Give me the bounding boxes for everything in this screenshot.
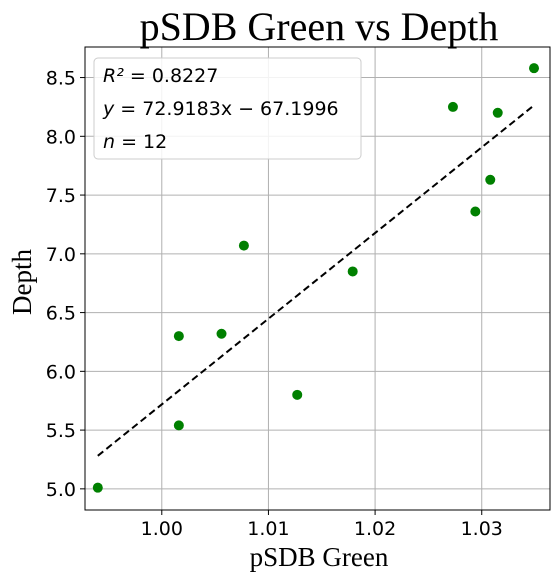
y-tick-label: 7.0	[46, 244, 76, 266]
legend-n-value: = 12	[115, 131, 167, 153]
x-tick-label: 1.02	[354, 518, 396, 540]
y-tick-label: 7.5	[46, 185, 76, 207]
data-point	[447, 101, 458, 112]
y-tick-label: 6.0	[46, 361, 76, 383]
legend-equation-value: = 72.9183x − 67.1996	[114, 98, 338, 120]
regression-line	[97, 104, 535, 457]
legend-r2-value: = 0.8227	[124, 65, 218, 87]
y-tick-label: 6.5	[46, 303, 76, 325]
y-axis-label: Depth	[7, 249, 37, 315]
x-tick-label: 1.01	[247, 518, 289, 540]
legend-n-label: n	[103, 131, 115, 153]
data-point	[238, 240, 249, 251]
data-point	[470, 206, 481, 217]
data-point	[492, 107, 503, 118]
x-tick-label: 1.03	[461, 518, 503, 540]
y-tick-label: 8.0	[46, 126, 76, 148]
chart-title: pSDB Green vs Depth	[140, 4, 499, 49]
x-axis-label: pSDB Green	[250, 542, 389, 572]
data-point	[347, 266, 358, 277]
data-point	[173, 331, 184, 342]
data-points	[92, 63, 540, 493]
x-ticks: 1.00 1.01 1.02 1.03	[141, 510, 503, 540]
data-point	[292, 389, 303, 400]
data-point	[485, 174, 496, 185]
y-tick-label: 5.5	[46, 420, 76, 442]
regression-line-group	[97, 104, 535, 457]
y-ticks: 5.0 5.5 6.0 6.5 7.0 7.5 8.0 8.5	[46, 68, 85, 501]
y-tick-label: 8.5	[46, 68, 76, 90]
stats-legend: R² = 0.8227 y = 72.9183x − 67.1996 n = 1…	[93, 57, 362, 160]
y-tick-label: 5.0	[46, 479, 76, 501]
legend-box	[93, 57, 362, 160]
legend-r2: R² = 0.8227	[103, 65, 218, 87]
data-point	[529, 63, 540, 74]
legend-equation-label: y	[102, 98, 115, 120]
data-point	[92, 482, 103, 493]
legend-r2-label: R²	[103, 65, 124, 87]
plot-frame	[84, 46, 551, 511]
legend-equation: y = 72.9183x − 67.1996	[102, 98, 339, 120]
x-tick-label: 1.00	[141, 518, 183, 540]
legend-n: n = 12	[103, 131, 167, 153]
data-point	[173, 420, 184, 431]
data-point	[216, 328, 227, 339]
